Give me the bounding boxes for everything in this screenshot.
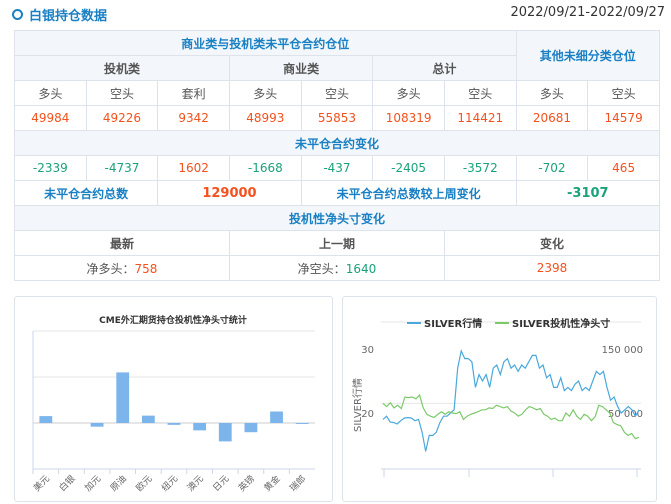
group-title: 商业类与投机类未平仓合约仓位 <box>14 30 517 56</box>
position-value: 20681 <box>515 105 589 131</box>
group-comm: 商业类 <box>228 55 374 81</box>
position-value: 9342 <box>157 105 230 131</box>
net-latest-value: 758 <box>134 261 158 276</box>
x-tick-label: 加元 <box>83 473 104 494</box>
position-value: 49226 <box>85 105 159 131</box>
x-tick-label: 纽元 <box>159 473 180 494</box>
date-range: 2022/09/21-2022/09/27 <box>510 5 665 20</box>
bar-2 <box>90 423 104 427</box>
page-title: 白银持仓数据 <box>12 5 107 24</box>
column-header: 空头 <box>443 80 517 106</box>
net-header-prev: 上一期 <box>228 230 445 256</box>
change-value: 1602 <box>157 155 230 181</box>
bar-6 <box>193 423 207 431</box>
y-tick-label: 30 <box>361 345 374 356</box>
bar-5 <box>167 423 181 425</box>
column-header: 多头 <box>372 80 445 106</box>
bar-chart-title: CME外汇期货持仓投机性净头寸统计 <box>99 314 247 326</box>
position-value: 14579 <box>587 105 660 131</box>
column-header: 空头 <box>85 80 159 106</box>
total-change-value: -3107 <box>515 180 661 206</box>
line-chart: 20 30 50 000 150 000 SILVER行情 SILVER行情 SILVER投… <box>351 317 643 477</box>
total-label: 未平仓合约总数 <box>13 180 159 206</box>
bar-8 <box>244 423 258 433</box>
bar-4 <box>141 415 155 423</box>
x-tick-label: 美元 <box>31 473 52 494</box>
change-value: -702 <box>515 155 589 181</box>
net-prev-value: 1640 <box>345 261 377 276</box>
y2-tick-label: 150 000 <box>602 345 643 356</box>
y-tick-label: 20 <box>361 409 374 420</box>
positions-table: 商业类与投机类未平仓合约仓位 其他未细分类仓位 投机类 商业类 总计 多头 空头 套利 多头… <box>13 30 661 281</box>
position-value: 114421 <box>443 105 517 131</box>
bar-7 <box>218 423 232 442</box>
x-tick-label: 原油 <box>108 473 129 494</box>
y2-tick-label: 50 000 <box>608 409 643 420</box>
x-tick-label: 欧元 <box>133 473 154 494</box>
net-change: 2398 <box>443 255 661 281</box>
change-value: -2339 <box>14 155 87 181</box>
x-tick-label: 澳元 <box>185 473 206 494</box>
legend-item: SILVER投机性净头寸 <box>512 317 610 330</box>
other-title: 其他未细分类仓位 <box>515 30 661 81</box>
x-tick-label: 日元 <box>211 473 232 494</box>
position-value: 48993 <box>228 105 302 131</box>
net-header-change: 变化 <box>443 230 661 256</box>
legend-item: SILVER行情 <box>424 317 482 330</box>
circle-icon <box>12 9 23 20</box>
net-prev: 净空头：1640 <box>228 255 445 281</box>
column-header: 多头 <box>14 80 87 106</box>
bar-chart-panel: CME外汇期货持仓投机性净头寸统计美元 白银 加元 原油 欧元 纽元 澳元 日元 英镑 黄金 瑞郎 <box>14 296 333 502</box>
change-value: -437 <box>300 155 374 181</box>
group-spec: 投机类 <box>14 55 230 81</box>
change-value: -1668 <box>228 155 302 181</box>
column-header: 空头 <box>300 80 374 106</box>
position-value: 49984 <box>14 105 87 131</box>
net-prev-label: 净空头： <box>297 261 346 276</box>
change-value: -2405 <box>372 155 445 181</box>
x-tick-label: 白银 <box>56 473 77 494</box>
change-title: 未平仓合约变化 <box>14 130 660 156</box>
net-header-latest: 最新 <box>14 230 230 256</box>
bar-9 <box>270 411 283 423</box>
column-header: 多头 <box>515 80 589 106</box>
net-title: 投机性净头寸变化 <box>14 205 660 231</box>
column-header: 空头 <box>587 80 660 106</box>
change-value: 465 <box>587 155 660 181</box>
column-header: 套利 <box>157 80 230 106</box>
bar-3 <box>116 372 130 423</box>
total-change-label: 未平仓合约总数较上周变化 <box>300 180 517 206</box>
bar-10 <box>295 423 309 424</box>
title-text: 白银持仓数据 <box>29 9 108 24</box>
change-value: -4737 <box>85 155 159 181</box>
x-tick-label: 瑞郎 <box>287 473 308 494</box>
bar-0 <box>39 416 53 423</box>
position-value: 55853 <box>300 105 374 131</box>
series-line-0 <box>382 349 640 452</box>
net-latest: 净多头：758 <box>14 255 230 281</box>
line-chart-panel: 20 30 50 000 150 000 SILVER行情 SILVER行情 SILVER投… <box>342 296 657 502</box>
column-header: 多头 <box>228 80 302 106</box>
net-latest-label: 净多头： <box>86 261 135 276</box>
change-value: -3572 <box>443 155 517 181</box>
total-value: 129000 <box>157 180 302 206</box>
y-axis-label: SILVER行情 <box>351 378 364 432</box>
x-tick-label: 黄金 <box>261 473 282 494</box>
position-value: 108319 <box>372 105 445 131</box>
x-tick-label: 英镑 <box>236 473 257 494</box>
group-total: 总计 <box>372 55 517 81</box>
series-line-1 <box>382 393 640 440</box>
